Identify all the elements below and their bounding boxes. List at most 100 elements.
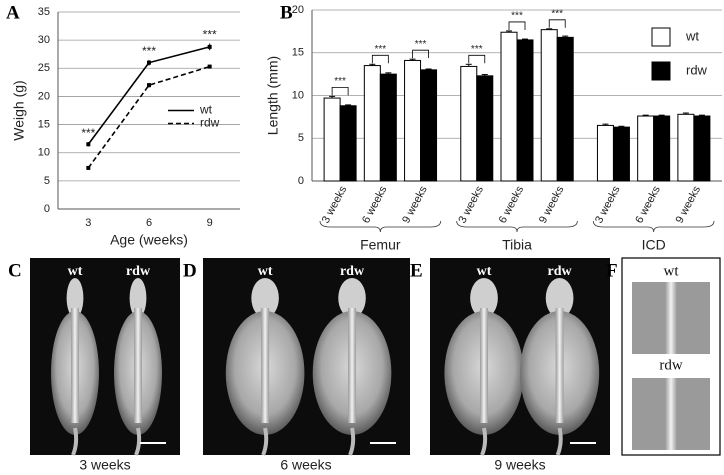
y-tick-label: 5 (298, 132, 304, 144)
group-brace (319, 220, 442, 233)
xray-head (545, 278, 574, 318)
point-marker (147, 83, 151, 88)
significance: *** (551, 8, 563, 19)
bar (556, 36, 574, 182)
group-brace (592, 220, 715, 233)
x-tick-label: 3 (85, 217, 91, 229)
bar (596, 124, 614, 182)
group-brace (456, 220, 578, 233)
legend-label: rdw (200, 116, 220, 130)
significance: *** (142, 44, 156, 58)
bar (653, 115, 671, 182)
y-tick-label: 20 (38, 90, 50, 102)
xray-spine (665, 378, 677, 450)
x-tick-label: 9 weeks (537, 184, 567, 226)
xray-head (251, 278, 279, 318)
point-marker (147, 60, 151, 65)
xray-spine (71, 308, 79, 423)
xray-tail (348, 427, 356, 456)
xray-tail (480, 427, 488, 456)
y-tick-label: 10 (292, 89, 304, 101)
panel-letter: C (8, 260, 22, 281)
y-axis-title: Weigh (g) (11, 80, 27, 140)
bar (363, 65, 381, 182)
legend-label: wt (199, 103, 213, 117)
x-tick-label: 9 weeks (400, 184, 430, 226)
significance-bracket (548, 19, 566, 28)
y-tick-label: 15 (38, 118, 50, 130)
significance-bracket (508, 21, 526, 30)
y-tick-label: 35 (38, 6, 50, 18)
image-caption: 9 weeks (494, 457, 545, 473)
y-tick-label: 10 (38, 147, 50, 159)
panel-letter: F (606, 260, 618, 281)
significance: *** (81, 126, 95, 140)
series-line (87, 65, 210, 169)
x-tick-label: 9 (207, 217, 213, 229)
bar (500, 31, 518, 182)
x-tick-label: 3 weeks (320, 184, 350, 226)
significance-bracket (412, 49, 429, 59)
xray-spine (261, 308, 270, 423)
panel-letter: D (183, 260, 197, 281)
y-tick-label: 0 (44, 203, 50, 215)
significance-bracket (331, 86, 349, 96)
significance-bracket (468, 54, 486, 64)
image-label: rdw (659, 357, 682, 373)
bar (420, 69, 438, 182)
y-tick-label: 20 (292, 4, 304, 16)
group-label: ICD (642, 237, 666, 253)
x-tick-label: 3 weeks (456, 184, 486, 226)
legend-label: wt (685, 28, 699, 43)
significance: *** (203, 28, 217, 42)
panel-letter: E (410, 260, 423, 281)
x-tick-label: 6 weeks (497, 184, 527, 226)
bar (323, 97, 341, 182)
y-tick-label: 5 (44, 175, 50, 187)
legend-swatch (651, 61, 671, 81)
bar (404, 59, 422, 182)
image-label: wt (664, 263, 680, 279)
bar (540, 29, 558, 182)
significance: *** (471, 44, 483, 55)
bar (677, 113, 695, 182)
x-axis-title: Age (weeks) (110, 232, 188, 248)
xray-spine (665, 282, 677, 354)
y-tick-label: 0 (298, 175, 304, 187)
point-marker (86, 142, 91, 147)
image-caption: 6 weeks (280, 457, 331, 473)
bar (460, 65, 478, 182)
significance: *** (415, 39, 427, 50)
bar (379, 73, 397, 182)
bar (476, 75, 494, 182)
image-label: rdw (548, 264, 573, 279)
significance: *** (374, 44, 386, 55)
xray-tail (555, 427, 563, 456)
xray-spine (134, 308, 142, 423)
panel-letter: B (280, 2, 293, 23)
y-tick-label: 25 (38, 62, 50, 74)
image-label: wt (477, 264, 492, 279)
xray-tail (134, 427, 142, 456)
x-tick-label: 3 weeks (593, 184, 623, 226)
x-tick-label: 6 weeks (633, 184, 663, 226)
point-marker (86, 165, 91, 170)
xray-tail (71, 427, 79, 456)
group-label: Tibia (502, 237, 532, 253)
image-label: rdw (340, 264, 365, 279)
image-label: wt (258, 264, 273, 279)
y-axis-title: Length (mm) (265, 56, 281, 135)
xray-spine (480, 308, 488, 423)
bar (693, 115, 711, 182)
point-marker (207, 44, 212, 49)
y-tick-label: 15 (292, 47, 304, 59)
panel-letter: A (6, 2, 20, 23)
image-caption: 3 weeks (79, 457, 130, 473)
bar (339, 105, 357, 182)
xray-spine (555, 308, 564, 423)
y-tick-label: 30 (38, 34, 50, 46)
x-tick-label: 6 weeks (360, 184, 390, 226)
image-label: rdw (126, 264, 151, 279)
legend-swatch (651, 27, 671, 47)
